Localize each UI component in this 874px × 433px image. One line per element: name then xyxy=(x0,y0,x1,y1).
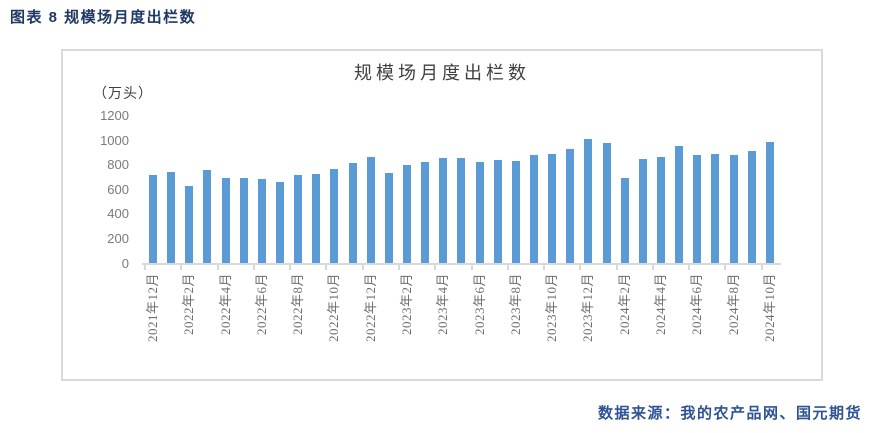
x-tick-mark xyxy=(180,265,183,270)
x-tick-mark xyxy=(760,265,763,270)
bar-2024年9月 xyxy=(747,151,756,263)
x-tick-label: 2022年2月 xyxy=(181,273,197,336)
bar-2023年12月 xyxy=(584,139,593,263)
bar-2023年9月 xyxy=(530,155,538,263)
x-tick-label: 2024年10月 xyxy=(761,273,777,343)
x-tick-label: 2023年12月 xyxy=(580,273,596,343)
x-tick-label: 2024年2月 xyxy=(616,273,632,336)
x-tick-label: 2022年10月 xyxy=(326,273,342,343)
x-tick-mark xyxy=(361,265,364,270)
x-tick-label: 2023年4月 xyxy=(435,273,451,336)
bar-2022年12月 xyxy=(366,156,375,263)
y-tick-label: 0 xyxy=(121,255,129,271)
y-tick-label: 800 xyxy=(107,157,129,173)
y-axis-unit-label: （万头） xyxy=(93,87,153,102)
x-tick-label: 2023年10月 xyxy=(544,273,560,343)
x-tick-label: 2023年6月 xyxy=(471,273,487,336)
bar-2022年2月 xyxy=(185,185,194,263)
bar-2023年3月 xyxy=(421,161,430,263)
y-tick-label: 600 xyxy=(107,181,129,197)
x-tick-label: 2021年12月 xyxy=(145,273,161,343)
x-tick-mark xyxy=(289,265,292,270)
chart-frame: 规模场月度出栏数 （万头） 0 200 400 600 800 1000 1200 2021… xyxy=(61,49,823,381)
x-tick-label: 2023年2月 xyxy=(399,273,415,336)
x-tick-label: 2023年8月 xyxy=(507,273,523,336)
bar-2022年5月 xyxy=(239,178,248,263)
y-tick-label: 200 xyxy=(107,230,129,246)
x-tick-mark xyxy=(615,265,618,270)
x-tick-mark xyxy=(579,265,582,270)
bar-2023年2月 xyxy=(403,165,412,263)
bar-2024年6月 xyxy=(693,155,702,263)
x-tick-label: 2022年8月 xyxy=(290,273,306,336)
x-tick-label: 2022年6月 xyxy=(253,273,269,336)
bar-2022年8月 xyxy=(294,174,303,263)
x-tick-mark xyxy=(543,265,546,270)
figure-caption: 图表 8 规模场月度出栏数 xyxy=(10,9,197,26)
bar-2023年7月 xyxy=(493,160,502,263)
x-tick-mark xyxy=(724,265,727,270)
y-tick-label: 1000 xyxy=(100,132,129,148)
bar-2022年3月 xyxy=(203,169,212,263)
bar-2024年2月 xyxy=(620,177,629,263)
bar-2024年3月 xyxy=(638,158,647,263)
x-tick-label: 2024年4月 xyxy=(652,273,668,336)
x-tick-mark xyxy=(144,265,146,270)
x-axis-line xyxy=(142,263,781,265)
bar-2023年6月 xyxy=(475,162,484,263)
bar-2022年10月 xyxy=(330,168,339,263)
y-tick-label: 400 xyxy=(107,206,129,222)
x-tick-mark xyxy=(252,265,255,270)
bar-2023年8月 xyxy=(511,161,520,263)
x-tick-mark xyxy=(688,265,691,270)
chart-title: 规模场月度出栏数 xyxy=(354,63,530,83)
x-tick-mark xyxy=(651,265,654,270)
x-tick-mark xyxy=(325,265,328,270)
bar-2023年10月 xyxy=(548,153,557,263)
bar-2024年4月 xyxy=(656,156,665,263)
bar-2022年7月 xyxy=(276,182,285,263)
bar-2022年6月 xyxy=(257,179,266,263)
x-tick-label: 2024年6月 xyxy=(689,273,705,336)
bar-2023年11月 xyxy=(566,148,575,263)
x-tick-mark xyxy=(397,265,400,270)
y-tick-label: 1200 xyxy=(100,108,129,123)
x-tick-mark xyxy=(470,265,473,270)
x-tick-label: 2022年4月 xyxy=(217,273,233,336)
x-tick-mark xyxy=(216,265,219,270)
bar-2022年11月 xyxy=(348,162,357,263)
bar-2022年9月 xyxy=(312,174,321,263)
bar-2023年4月 xyxy=(439,157,448,263)
bar-2024年7月 xyxy=(711,153,720,263)
data-source-note: 数据来源：我的农产品网、国元期货 xyxy=(597,405,862,422)
x-tick-label: 2022年12月 xyxy=(362,273,378,343)
bar-2022年4月 xyxy=(221,178,230,263)
x-tick-mark xyxy=(506,265,509,270)
x-tick-mark xyxy=(434,265,437,270)
bar-2024年5月 xyxy=(675,146,684,263)
bar-2023年5月 xyxy=(457,157,466,263)
bar-2024年10月 xyxy=(765,142,774,263)
bar-2023年1月 xyxy=(384,173,393,263)
bar-2022年1月 xyxy=(167,172,176,263)
x-tick-label: 2024年8月 xyxy=(725,273,741,336)
bar-2021年12月 xyxy=(149,174,158,263)
bar-2024年8月 xyxy=(729,155,738,263)
bar-2024年1月 xyxy=(602,143,611,263)
